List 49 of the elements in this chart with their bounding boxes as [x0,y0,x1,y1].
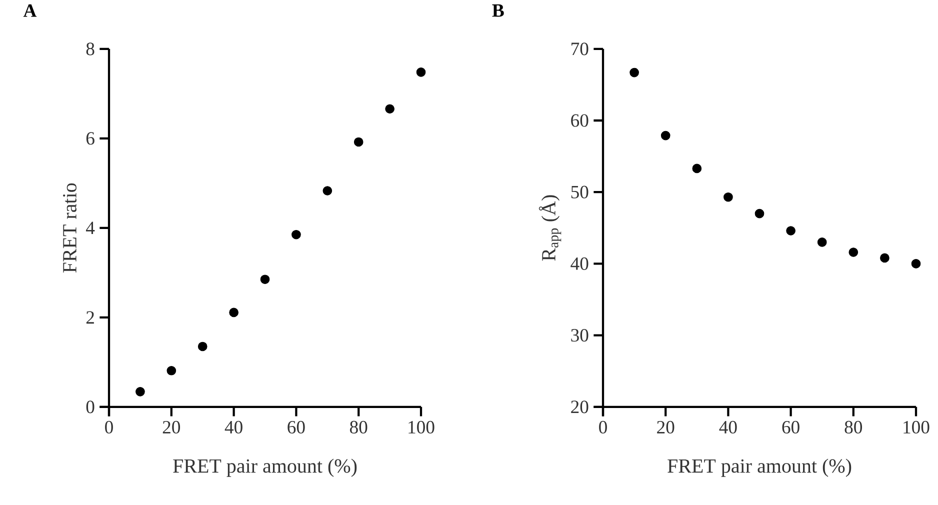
x-tick-label: 100 [904,420,930,434]
point [692,164,702,174]
y-tick-label: 30 [571,329,588,342]
x-tick-label: 60 [288,420,305,434]
point [848,248,858,257]
y-tick-label: 70 [572,42,588,56]
y-axis-title: R$_{app}$ (Å) [538,195,562,261]
x-tick-label: 80 [350,420,368,434]
y-tick-label: 0 [86,400,94,414]
point [229,308,238,318]
point [166,366,176,376]
point [136,387,145,396]
x-tick-label: 40 [224,420,242,434]
x-tick-label: 0 [599,420,607,434]
point [880,253,890,263]
point [385,104,394,114]
point [416,68,426,77]
x-tick-label: 100 [408,420,434,434]
point [911,259,921,268]
x-axis-title: FRET pair amount (%) [173,458,357,477]
y-tick-label: 4 [86,222,95,234]
y-axis-title: FRET ratio [63,183,76,273]
point [198,342,208,352]
point [786,226,796,236]
x-tick-label: 60 [782,420,800,434]
point [260,274,270,284]
y-tick-label: 6 [86,132,94,145]
x-tick-label: 0 [105,420,113,434]
point [292,230,301,240]
point [322,186,332,196]
point [354,137,364,147]
y-tick-label: 20 [571,400,588,414]
y-tick-label: 40 [570,257,588,270]
x-axis-title: FRET pair amount (%) [668,458,852,477]
y-tick-label: 50 [571,186,588,198]
chart-title: A [23,4,37,17]
point [630,68,639,78]
x-tick-label: 20 [657,420,674,434]
point [724,192,733,202]
y-tick-label: 8 [86,42,94,56]
point [754,208,764,218]
y-tick-label: 60 [571,114,588,127]
x-tick-label: 80 [844,420,862,434]
x-tick-label: 40 [719,420,737,434]
x-tick-label: 20 [162,420,180,434]
y-tick-label: 2 [86,311,94,324]
point [660,130,670,140]
chart-title: B [492,4,504,17]
point [817,238,827,247]
